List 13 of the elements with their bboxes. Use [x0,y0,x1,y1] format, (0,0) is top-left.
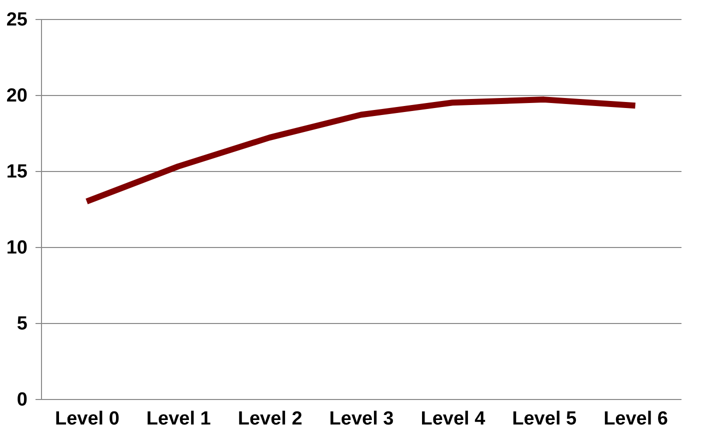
x-tick-label: Level 2 [238,408,302,430]
x-tick-label: Level 3 [329,408,394,430]
y-tick-label: 20 [6,86,28,106]
y-tick-label: 15 [6,162,28,182]
x-tick-label: Level 0 [54,408,120,430]
x-tick-label: Level 1 [146,408,212,430]
y-tick-label: 0 [16,390,28,410]
y-tick-label: 10 [6,238,28,258]
x-tick-label: Level 5 [512,408,578,430]
y-tick-label: 5 [16,314,28,334]
x-tick-label: Level 6 [604,408,668,430]
y-tick-label: 25 [6,10,28,30]
x-tick-label: Level 4 [420,408,486,430]
